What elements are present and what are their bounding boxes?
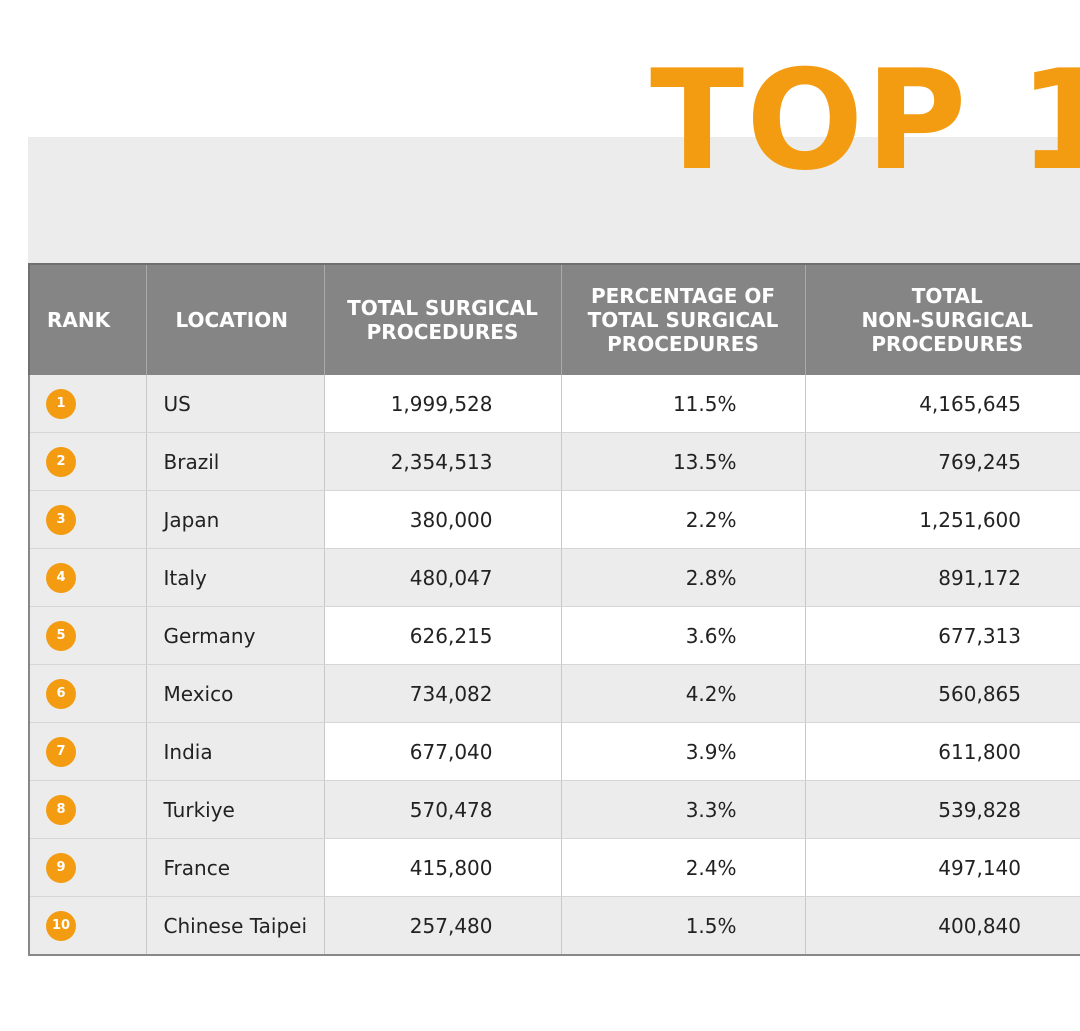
non-surgical-cell: 539,828 [804,780,1080,839]
rank-badge: 9 [46,852,76,883]
header-line: LOCATION [175,308,288,332]
surgical-cell: 626,215 [323,606,561,665]
location-cell: Japan [145,490,324,549]
ranking-table: RANK LOCATION TOTAL SURGICAL PROCEDURES … [28,263,1080,956]
rank-cell: 3 [28,490,146,549]
percentage-cell: 4.2% [560,664,805,723]
rank-badge: 6 [46,678,76,709]
percentage-cell: 3.3% [560,780,805,839]
location-cell: Italy [145,548,324,607]
non-surgical-cell: 611,800 [804,722,1080,781]
non-surgical-cell: 560,865 [804,664,1080,723]
column-header-percentage: PERCENTAGE OF TOTAL SURGICAL PROCEDURES [560,263,805,375]
surgical-cell: 257,480 [323,896,561,956]
rank-badge: 5 [46,620,76,651]
percentage-cell: 1.5% [560,896,805,956]
surgical-cell: 415,800 [323,838,561,897]
table-row: 3 Japan 380,000 2.2% 1,251,600 [28,490,1080,549]
location-cell: Turkiye [145,780,324,839]
rank-cell: 4 [28,548,146,607]
header-line: TOTAL [911,284,983,308]
rank-badge: 4 [46,562,76,593]
surgical-cell: 480,047 [323,548,561,607]
rank-cell: 6 [28,664,146,723]
percentage-cell: 3.6% [560,606,805,665]
table-row: 9 France 415,800 2.4% 497,140 [28,838,1080,897]
non-surgical-cell: 891,172 [804,548,1080,607]
surgical-cell: 2,354,513 [323,432,561,491]
header-line: PROCEDURES [366,320,519,344]
rank-cell: 1 [28,375,146,433]
non-surgical-cell: 677,313 [804,606,1080,665]
header-line: PROCEDURES [871,332,1024,356]
surgical-cell: 677,040 [323,722,561,781]
table-row: 10 Chinese Taipei 257,480 1.5% 400,840 [28,896,1080,956]
page-title: TOP 1 [650,40,1080,201]
rank-cell: 9 [28,838,146,897]
rank-cell: 5 [28,606,146,665]
percentage-cell: 13.5% [560,432,805,491]
rank-cell: 8 [28,780,146,839]
surgical-cell: 1,999,528 [323,375,561,433]
surgical-cell: 734,082 [323,664,561,723]
rank-cell: 10 [28,896,146,956]
rank-badge: 2 [46,446,76,477]
table-row: 1 US 1,999,528 11.5% 4,165,645 [28,375,1080,433]
percentage-cell: 2.4% [560,838,805,897]
column-header-non-surgical: TOTAL NON-SURGICAL PROCEDURES [804,263,1080,375]
location-cell: Germany [145,606,324,665]
rank-badge: 8 [46,794,76,825]
non-surgical-cell: 4,165,645 [804,375,1080,433]
percentage-cell: 11.5% [560,375,805,433]
location-cell: Chinese Taipei [145,896,324,956]
rank-badge: 10 [46,910,76,941]
header-line: TOTAL SURGICAL [347,296,538,320]
header-line: NON-SURGICAL [861,308,1034,332]
column-header-rank: RANK [28,263,146,375]
header-line: PROCEDURES [607,332,759,356]
non-surgical-cell: 400,840 [804,896,1080,956]
percentage-cell: 2.8% [560,548,805,607]
rank-cell: 7 [28,722,146,781]
non-surgical-cell: 497,140 [804,838,1080,897]
header-line: RANK [47,308,111,332]
table-row: 2 Brazil 2,354,513 13.5% 769,245 [28,432,1080,491]
table-row: 4 Italy 480,047 2.8% 891,172 [28,548,1080,607]
rank-badge: 1 [46,388,76,419]
non-surgical-cell: 769,245 [804,432,1080,491]
non-surgical-cell: 1,251,600 [804,490,1080,549]
surgical-cell: 570,478 [323,780,561,839]
table-body: 1 US 1,999,528 11.5% 4,165,645 2 Brazil … [28,375,1080,956]
header-band [28,137,1080,264]
table-row: 8 Turkiye 570,478 3.3% 539,828 [28,780,1080,839]
location-cell: Brazil [145,432,324,491]
table-row: 5 Germany 626,215 3.6% 677,313 [28,606,1080,665]
percentage-cell: 2.2% [560,490,805,549]
surgical-cell: 380,000 [323,490,561,549]
rank-cell: 2 [28,432,146,491]
rank-badge: 3 [46,504,76,535]
percentage-cell: 3.9% [560,722,805,781]
location-cell: India [145,722,324,781]
table-header: RANK LOCATION TOTAL SURGICAL PROCEDURES … [28,263,1080,375]
table-row: 6 Mexico 734,082 4.2% 560,865 [28,664,1080,723]
rank-badge: 7 [46,736,76,767]
column-header-location: LOCATION [145,263,324,375]
location-cell: France [145,838,324,897]
table-row: 7 India 677,040 3.9% 611,800 [28,722,1080,781]
location-cell: US [145,375,324,433]
header-line: TOTAL SURGICAL [587,308,779,332]
column-header-total-surgical: TOTAL SURGICAL PROCEDURES [323,263,561,375]
location-cell: Mexico [145,664,324,723]
header-line: PERCENTAGE OF [590,284,776,308]
